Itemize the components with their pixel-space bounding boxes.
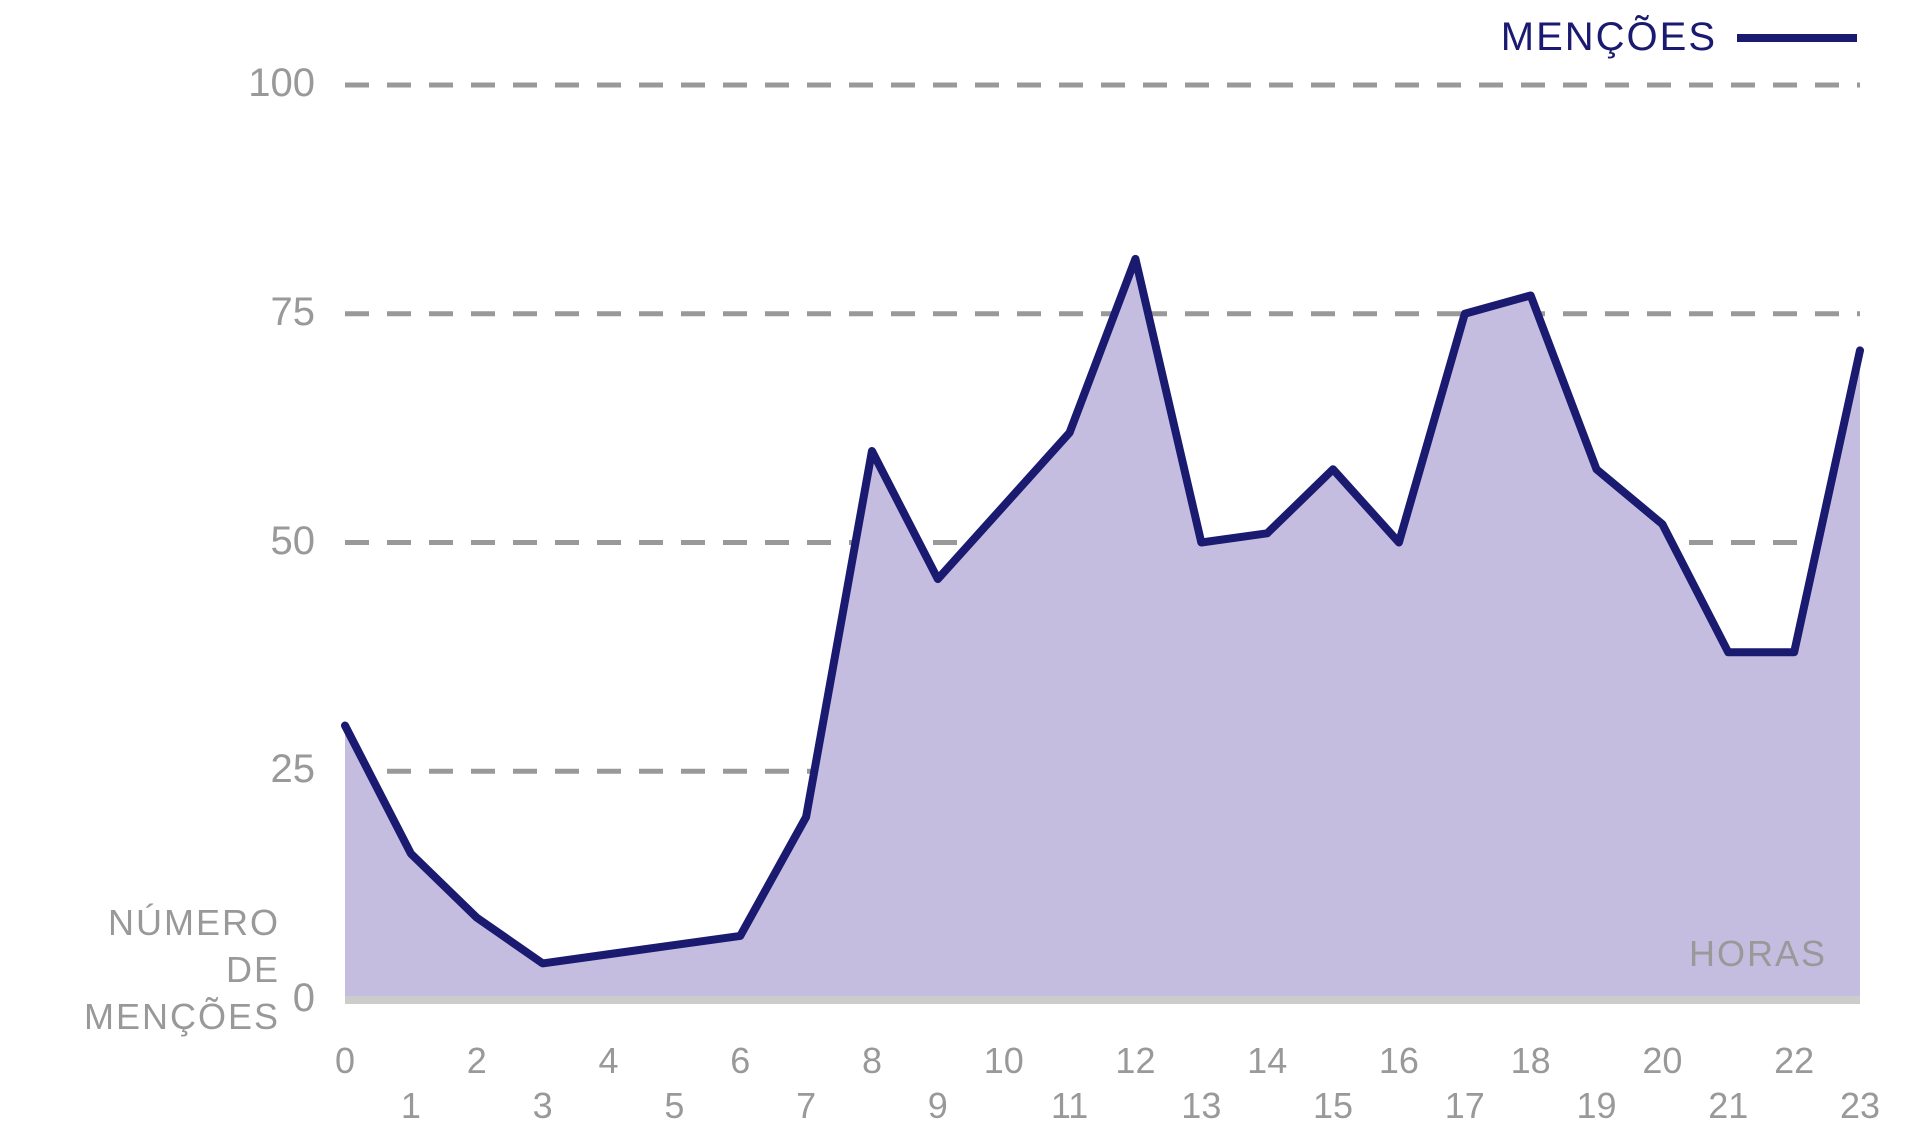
x-tick-label: 20: [1642, 1040, 1682, 1082]
x-tick-label: 21: [1708, 1085, 1748, 1127]
x-tick-label: 11: [1050, 1085, 1090, 1127]
chart-legend: MENÇÕES: [1501, 15, 1857, 60]
x-tick-label: 6: [720, 1040, 760, 1082]
x-tick-label: 3: [523, 1085, 563, 1127]
x-tick-label: 19: [1577, 1085, 1617, 1127]
x-tick-label: 14: [1247, 1040, 1287, 1082]
y-tick-label: 100: [235, 61, 315, 106]
x-tick-label: 1: [391, 1085, 431, 1127]
x-tick-label: 10: [984, 1040, 1024, 1082]
x-tick-label: 13: [1181, 1085, 1221, 1127]
x-tick-label: 18: [1511, 1040, 1551, 1082]
x-tick-label: 8: [852, 1040, 892, 1082]
x-tick-label: 23: [1840, 1085, 1880, 1127]
x-tick-label: 2: [457, 1040, 497, 1082]
legend-swatch: [1737, 34, 1857, 42]
x-tick-label: 4: [588, 1040, 628, 1082]
x-tick-label: 16: [1379, 1040, 1419, 1082]
area-fill: [345, 259, 1860, 1000]
y-tick-label: 75: [235, 290, 315, 335]
y-tick-label: 50: [235, 519, 315, 564]
x-tick-label: 12: [1115, 1040, 1155, 1082]
x-tick-label: 15: [1313, 1085, 1353, 1127]
x-tick-label: 22: [1774, 1040, 1814, 1082]
mentions-by-hour-chart: MENÇÕES NÚMERODE MENÇÕES HORAS 025507510…: [0, 0, 1907, 1120]
x-tick-label: 5: [654, 1085, 694, 1127]
x-tick-label: 17: [1445, 1085, 1485, 1127]
y-tick-label: 0: [235, 976, 315, 1021]
legend-label: MENÇÕES: [1501, 15, 1717, 60]
x-tick-label: 7: [786, 1085, 826, 1127]
x-tick-label: 0: [325, 1040, 365, 1082]
y-tick-label: 25: [235, 747, 315, 792]
x-axis-label: HORAS: [1689, 933, 1827, 975]
x-tick-label: 9: [918, 1085, 958, 1127]
